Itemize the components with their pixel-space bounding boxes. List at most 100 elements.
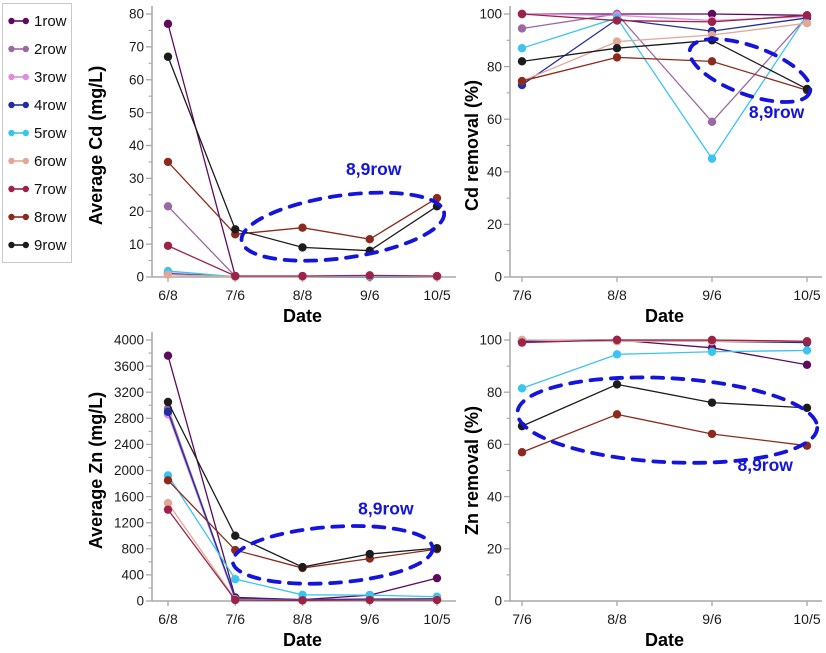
legend-item-6row: 6row — [7, 154, 71, 169]
legend-marker-icon — [8, 45, 29, 53]
y-tick-label: 2000 — [114, 463, 144, 478]
legend-item-5row: 5row — [7, 126, 71, 141]
y-tick-label: 80 — [129, 7, 144, 22]
legend-item-8row: 8row — [7, 210, 71, 225]
x-tick-label: 7/6 — [512, 611, 532, 627]
y-axis-title: Cd removal (%) — [462, 80, 482, 211]
series-7row — [517, 9, 812, 27]
series-1row — [163, 19, 442, 281]
y-tick-label: 70 — [129, 40, 144, 55]
legend-marker-icon — [8, 241, 29, 249]
legend-item-7row: 7row — [7, 182, 71, 197]
legend-label: 4row — [34, 96, 67, 114]
y-tick-label: 1600 — [114, 489, 144, 504]
legend-label: 2row — [34, 40, 67, 58]
x-tick-label: 9/6 — [702, 611, 722, 627]
x-tick-label: 10/5 — [793, 611, 820, 627]
series-7row — [163, 505, 442, 605]
x-tick-label: 10/5 — [423, 611, 450, 627]
x-axis-title: Date — [645, 306, 684, 326]
y-tick-label: 40 — [129, 138, 144, 153]
y-tick-label: 30 — [129, 171, 144, 186]
y-tick-label: 80 — [487, 59, 502, 74]
y-tick-label: 60 — [487, 112, 502, 127]
y-tick-label: 1200 — [114, 515, 144, 530]
x-tick-label: 10/5 — [423, 287, 450, 303]
y-tick-label: 2800 — [114, 411, 144, 426]
y-tick-label: 10 — [129, 237, 144, 252]
axes: 0 20 40 60 80 100 7/6 8/8 9/6 10/5 — [479, 332, 822, 627]
annotation-label: 8,9row — [749, 102, 805, 122]
legend-item-1row: 1row — [7, 14, 71, 29]
y-tick-label: 3200 — [114, 385, 144, 400]
chart-average-zn: 0 400 800 1200 1600 2000 2400 2800 3200 3600 4000 6… — [86, 332, 456, 650]
y-tick-label: 100 — [479, 333, 502, 348]
legend-item-2row: 2row — [7, 42, 71, 57]
series-5row — [517, 346, 812, 393]
legend-label: 9row — [34, 236, 67, 254]
axes: 0 400 800 1200 1600 2000 2400 2800 3200 3600 4000 6… — [114, 332, 456, 627]
x-axis-title: Date — [283, 306, 322, 326]
legend-label: 5row — [34, 124, 67, 142]
legend-label: 6row — [34, 152, 67, 170]
x-axis-title: Date — [645, 630, 684, 650]
legend-marker-icon — [8, 17, 29, 25]
chart-average-cd: 0 10 20 30 40 50 60 70 80 6/8 7/6 8/8 9/6 10/5 Average… — [86, 6, 456, 326]
y-tick-label: 0 — [136, 270, 144, 285]
y-tick-label: 800 — [121, 542, 144, 557]
x-tick-label: 7/6 — [226, 611, 246, 627]
annotation-label: 8,9row — [346, 159, 402, 179]
y-tick-label: 20 — [487, 542, 502, 557]
series-5row — [517, 11, 812, 163]
y-tick-label: 0 — [136, 594, 144, 609]
chart-cd-removal: 0 20 40 60 80 100 7/6 8/8 9/6 10/5 Cd removal (%) D… — [462, 6, 822, 326]
x-tick-label: 8/8 — [293, 287, 313, 303]
y-tick-label: 3600 — [114, 359, 144, 374]
y-tick-label: 20 — [129, 204, 144, 219]
annotation-label: 8,9row — [358, 499, 414, 519]
series-2row — [163, 202, 442, 281]
annotation-ellipse — [687, 37, 813, 104]
y-tick-label: 100 — [479, 7, 502, 22]
x-tick-label: 8/8 — [607, 287, 627, 303]
annotation-ellipse — [230, 524, 435, 586]
y-axis-title: Average Cd (mg/L) — [86, 66, 106, 225]
y-tick-label: 0 — [494, 594, 502, 609]
x-tick-label: 6/8 — [158, 611, 178, 627]
x-tick-label: 9/6 — [360, 611, 380, 627]
x-tick-label: 10/5 — [793, 287, 820, 303]
legend-label: 8row — [34, 208, 67, 226]
y-tick-label: 4000 — [114, 333, 144, 348]
x-tick-label: 6/8 — [158, 287, 178, 303]
legend-marker-icon — [8, 185, 29, 193]
x-tick-label: 7/6 — [512, 287, 532, 303]
legend-marker-icon — [8, 73, 29, 81]
legend-label: 7row — [34, 180, 67, 198]
axes: 0 10 20 30 40 50 60 70 80 6/8 7/6 8/8 9/6 10/5 — [129, 6, 456, 303]
legend-item-3row: 3row — [7, 70, 71, 85]
series-legend: 1row 2row 3row 4row 5row 6row 7row 8row 9row — [2, 3, 72, 263]
x-tick-label: 9/6 — [360, 287, 380, 303]
series-9row — [163, 397, 442, 572]
y-axis-title: Average Zn (mg/L) — [86, 392, 106, 549]
series-7row — [163, 241, 442, 281]
series-7row — [517, 335, 812, 347]
y-axis-title: Zn removal (%) — [462, 406, 482, 535]
y-tick-label: 2400 — [114, 437, 144, 452]
y-tick-label: 60 — [487, 437, 502, 452]
annotation-ellipse — [515, 375, 820, 465]
annotation-ellipse — [239, 190, 447, 263]
series-8row — [517, 410, 812, 457]
x-tick-label: 7/6 — [226, 287, 246, 303]
legend-marker-icon — [8, 129, 29, 137]
legend-marker-icon — [8, 213, 29, 221]
legend-marker-icon — [8, 157, 29, 165]
y-tick-label: 60 — [129, 72, 144, 87]
legend-marker-icon — [8, 101, 29, 109]
y-tick-label: 20 — [487, 217, 502, 232]
x-axis-title: Date — [283, 630, 322, 650]
x-tick-label: 8/8 — [293, 611, 313, 627]
y-tick-label: 50 — [129, 105, 144, 120]
y-tick-label: 0 — [494, 270, 502, 285]
